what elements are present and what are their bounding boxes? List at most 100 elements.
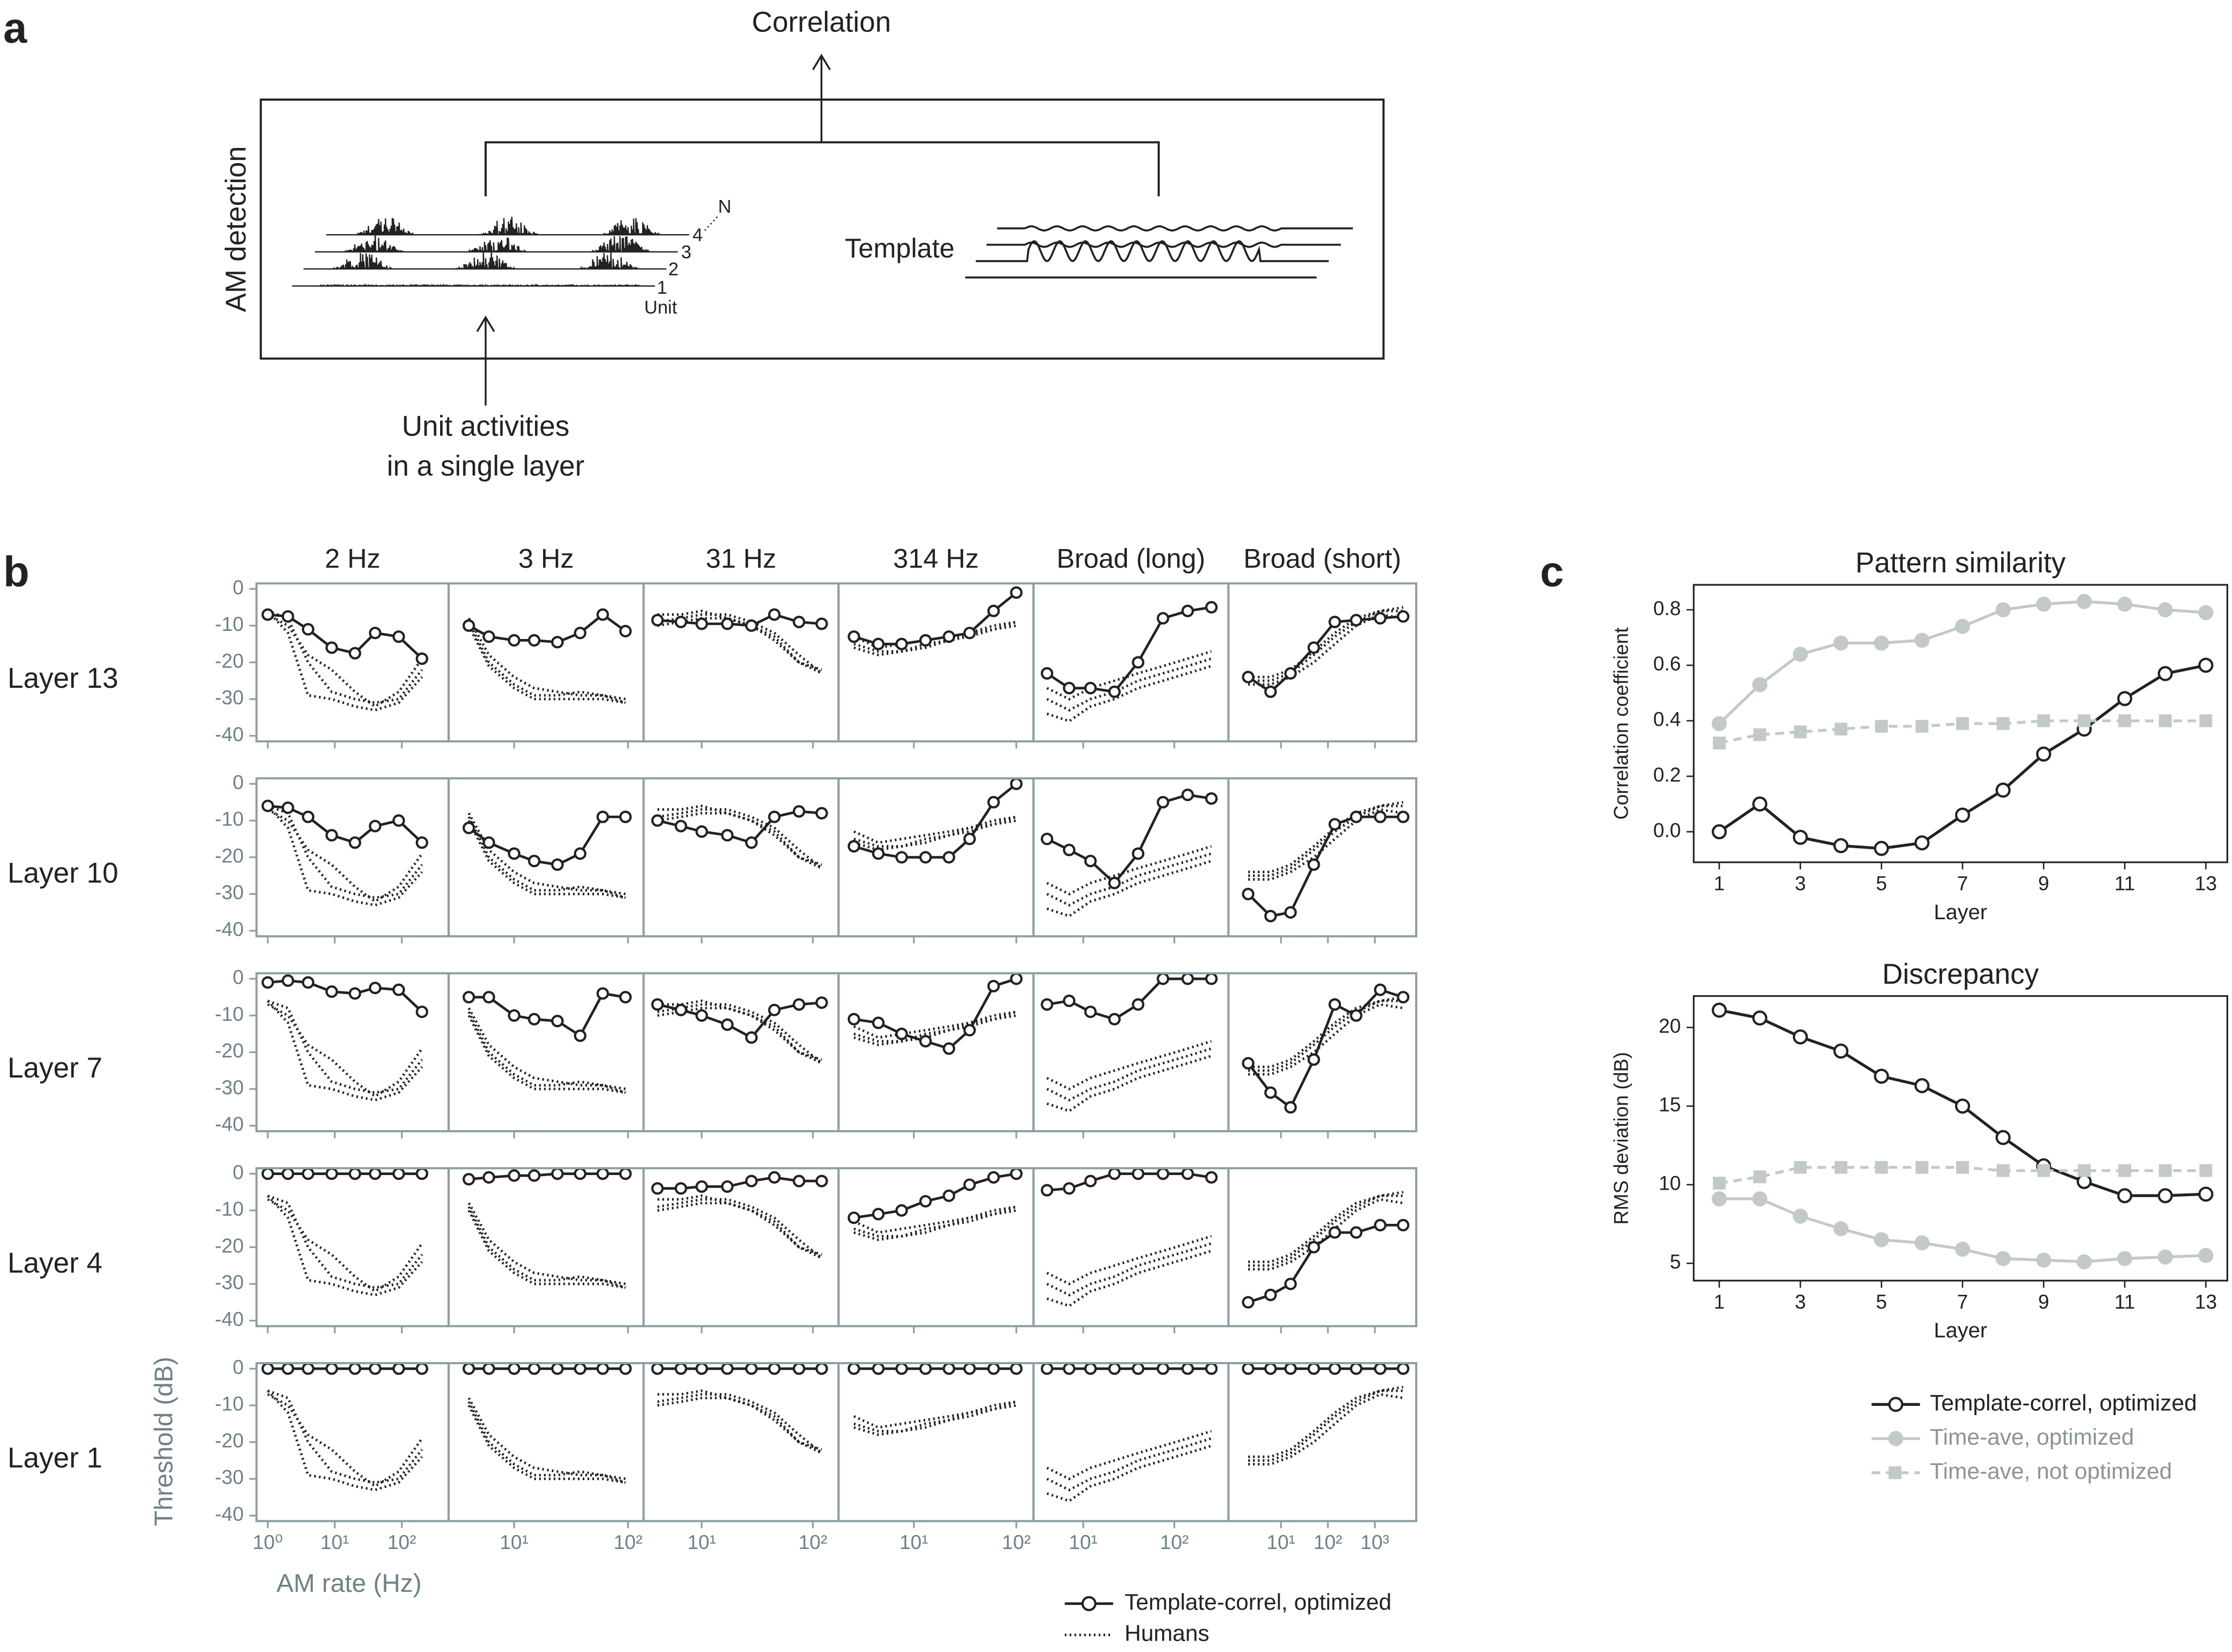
y-tick-label: -40: [215, 918, 244, 940]
marker: [1157, 972, 1170, 985]
marker: [815, 996, 828, 1009]
marker: [2118, 714, 2131, 727]
marker: [651, 614, 664, 627]
marker: [987, 604, 1000, 617]
human-line: [267, 999, 423, 1094]
human-line: [267, 1393, 423, 1488]
marker: [745, 619, 758, 632]
marker: [792, 615, 805, 629]
x-tick-label: 7: [1957, 873, 1968, 895]
marker: [895, 1027, 908, 1041]
human-line: [657, 808, 823, 869]
marker: [792, 1362, 805, 1375]
marker: [1914, 1078, 1930, 1093]
marker: [1010, 777, 1023, 790]
y-tick-label: 0.4: [1653, 708, 1681, 731]
human-line: [657, 1194, 823, 1260]
marker: [415, 1362, 429, 1375]
human-line: [467, 1202, 626, 1286]
marker: [815, 1362, 828, 1375]
marker: [2076, 1174, 2092, 1189]
y-tick-label: 0: [233, 771, 243, 793]
marker: [674, 615, 687, 629]
facet-frame: [447, 1362, 645, 1522]
x-tick-label: 10¹: [687, 1531, 716, 1553]
marker: [2117, 596, 2133, 612]
human-line: [267, 610, 423, 712]
marker: [1010, 1362, 1023, 1375]
marker: [815, 806, 828, 819]
marker: [1874, 1232, 1889, 1248]
human-line: [1248, 801, 1404, 874]
legend-label: Time-ave, optimized: [1930, 1424, 2134, 1449]
facet-frame: [1227, 972, 1417, 1133]
marker: [745, 1031, 758, 1044]
template-line: [1046, 606, 1212, 693]
marker: [792, 805, 805, 818]
marker: [847, 840, 861, 853]
human-line: [1046, 1437, 1212, 1492]
marker: [1996, 717, 2010, 730]
marker: [1350, 1226, 1363, 1239]
marker: [2158, 1249, 2173, 1265]
facet: 10¹ 10²: [1032, 1362, 1230, 1553]
facet: 0 -10 -20 -30 -40 10⁰ 10¹ 10²: [215, 1356, 450, 1553]
marker: [1834, 722, 1848, 736]
human-line: [1046, 1444, 1212, 1502]
marker: [2076, 593, 2092, 609]
marker: [1995, 1251, 2011, 1267]
unit-number: 4: [693, 225, 703, 246]
marker: [919, 851, 932, 864]
marker: [1834, 1161, 1848, 1174]
facet: 0 -10 -20 -30 -40: [215, 966, 450, 1139]
marker: [768, 608, 781, 621]
human-line: [1046, 1235, 1212, 1286]
facet: [837, 582, 1035, 748]
x-axis-label: Layer: [1934, 900, 1987, 924]
marker: [1713, 736, 1726, 750]
marker: [987, 1171, 1000, 1184]
human-line: [657, 1389, 823, 1455]
facet: [1227, 1167, 1417, 1333]
marker: [2036, 596, 2052, 612]
marker: [1264, 1086, 1277, 1099]
marker: [1084, 681, 1097, 695]
x-tick-label: 11: [2114, 873, 2135, 895]
marker: [1284, 906, 1297, 919]
marker: [2076, 1254, 2092, 1269]
marker: [1084, 1005, 1097, 1018]
human-line: [657, 1393, 823, 1454]
marker: [596, 608, 609, 621]
marker: [2198, 1186, 2214, 1202]
marker: [1284, 1101, 1297, 1114]
marker: [1157, 1362, 1170, 1375]
y-tick-label: -30: [215, 1466, 244, 1488]
marker: [349, 987, 362, 1000]
marker: [619, 1362, 632, 1375]
human-line: [853, 815, 1017, 848]
marker: [1956, 717, 1969, 730]
marker: [847, 1211, 861, 1224]
marker: [1712, 1002, 1727, 1018]
y-tick-label: -40: [215, 1113, 244, 1135]
x-tick-label: 3: [1795, 873, 1805, 895]
unit-trace: [303, 251, 667, 270]
marker: [651, 814, 664, 827]
marker: [919, 1362, 932, 1375]
marker: [1328, 998, 1341, 1011]
marker: [462, 619, 475, 632]
human-line: [1046, 845, 1212, 896]
x-tick-label: 9: [2038, 1290, 2049, 1313]
marker: [963, 1178, 976, 1191]
human-line: [1248, 1198, 1404, 1271]
facet-frame: [642, 1362, 840, 1522]
facet-frame: [1227, 1167, 1417, 1327]
marker: [695, 1009, 708, 1022]
marker: [1373, 983, 1387, 996]
marker: [2037, 1164, 2050, 1177]
facet-frame: [447, 1167, 645, 1327]
human-line: [467, 812, 626, 895]
y-axis-label: Threshold (dB): [150, 1357, 178, 1526]
x-tick-label: 5: [1876, 873, 1887, 895]
